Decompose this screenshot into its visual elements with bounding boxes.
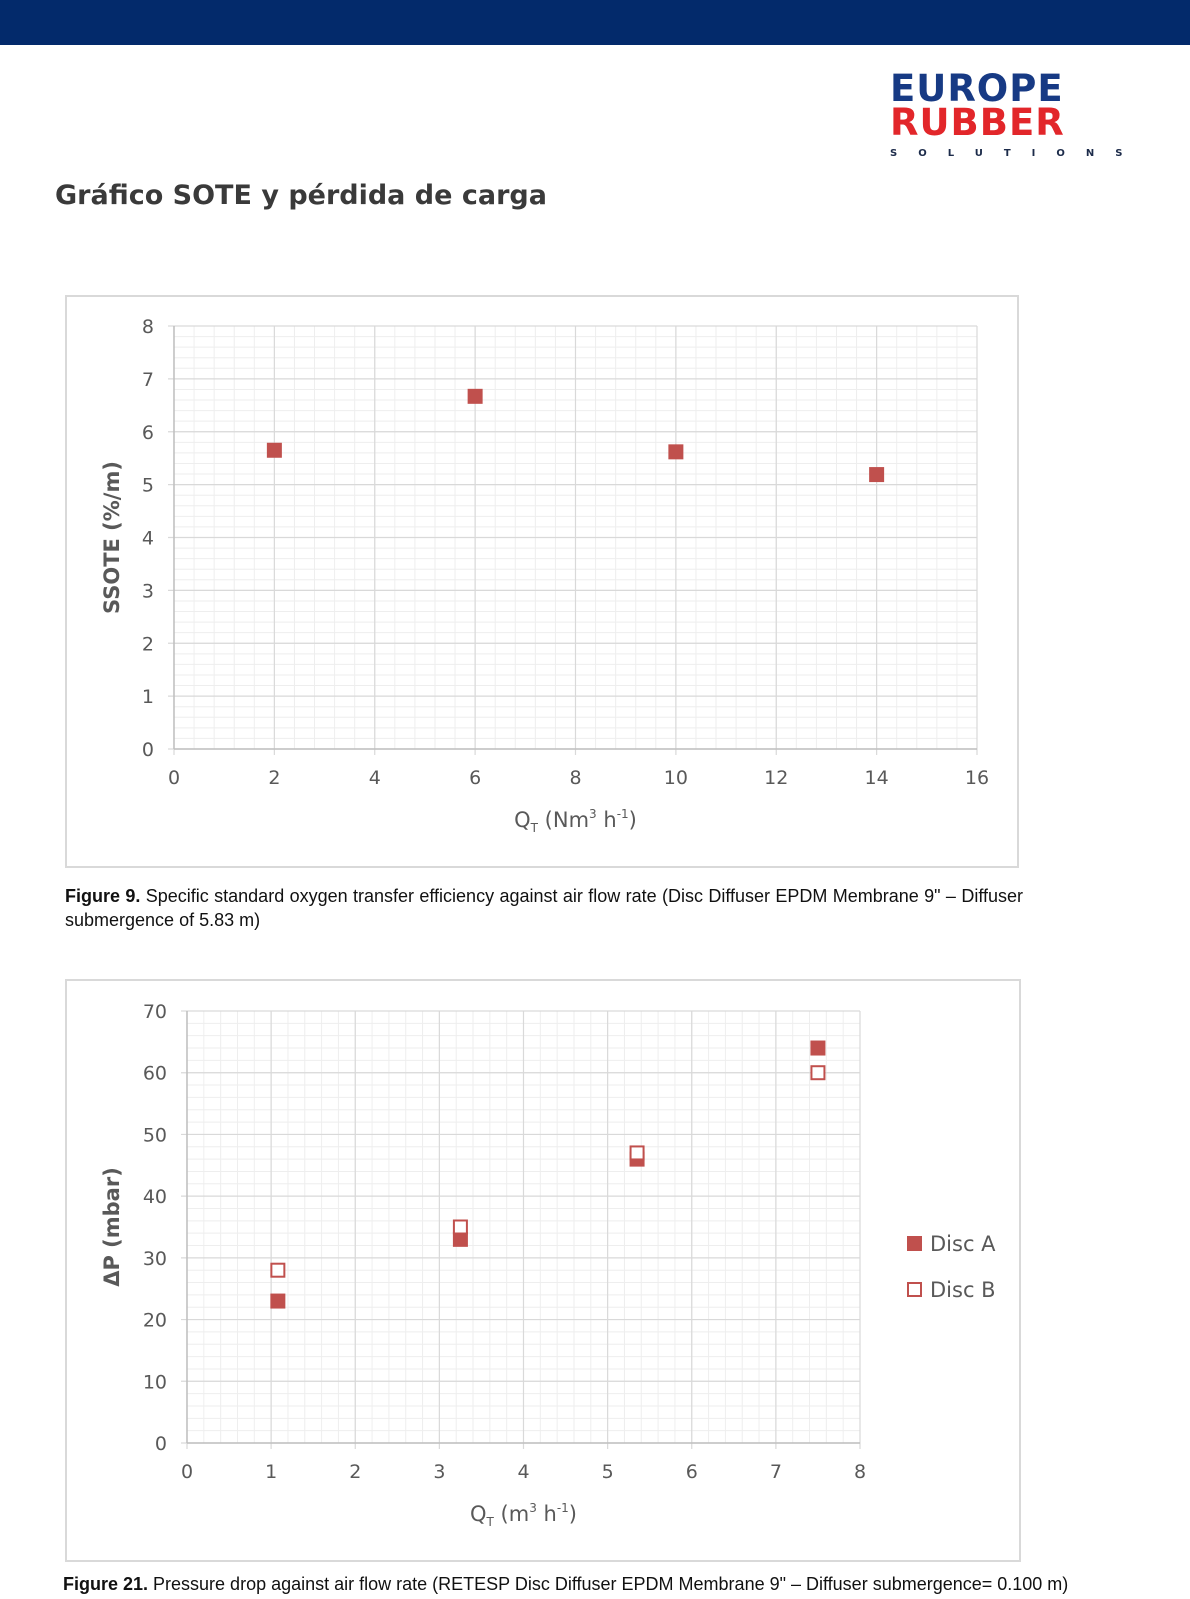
chart-frame-sote: 0 2 4 6 8 10 12 14 16 0 1 2 3 4 5 6 7 8 QT (Nm3 h-1) SSOTE … [65,295,1019,868]
y-tick-label: 5 [142,475,154,497]
point-open-square [270,1262,286,1278]
legend-label: Disc A [930,1232,996,1256]
caption-figure-9: Figure 9. Specific standard oxygen trans… [65,884,1023,932]
x-tick-label: 1 [265,1461,277,1483]
point-filled-square [467,388,483,404]
x-tick-label: 4 [369,767,381,789]
y-axis-title: ΔP (mbar) [100,1167,124,1287]
point-open-square [810,1065,826,1081]
y-tick-label: 0 [142,739,154,761]
caption-figure-21-text: Pressure drop against air flow rate (RET… [148,1574,1069,1594]
y-tick-label: 7 [142,369,154,391]
y-tick-label: 20 [143,1310,167,1332]
point-filled-square [270,1293,286,1309]
x-tick-label: 2 [349,1461,361,1483]
x-tick-label: 6 [686,1461,698,1483]
legend-marker-open [907,1282,922,1297]
x-axis-title: QT (Nm3 h-1) [514,807,637,835]
x-tick-label: 5 [602,1461,614,1483]
x-tick-label: 12 [764,767,788,789]
chart-frame-pressure: 0 1 2 3 4 5 6 7 8 0 10 20 30 40 50 60 70 QT (m3 h-1) ΔP (m… [65,979,1021,1562]
x-tick-label: 16 [965,767,989,789]
y-tick-label: 0 [155,1433,167,1455]
y-tick-label: 60 [143,1063,167,1085]
y-tick-label: 3 [142,580,154,602]
x-tick-label: 8 [854,1461,866,1483]
logo-line-3: SOLUTIONS [890,148,1144,159]
top-banner [0,0,1190,45]
y-tick-label: 10 [143,1371,167,1393]
point-filled-square [668,444,684,460]
y-tick-label: 1 [142,686,154,708]
x-tick-label: 6 [469,767,481,789]
x-tick-label: 4 [517,1461,529,1483]
x-tick-label: 8 [569,767,581,789]
x-tick-label: 0 [181,1461,193,1483]
x-tick-label: 0 [168,767,180,789]
y-tick-label: 4 [142,528,154,550]
caption-figure-9-text: Specific standard oxygen transfer effici… [65,886,1024,930]
y-axis-title: SSOTE (%/m) [100,461,124,614]
x-tick-label: 7 [770,1461,782,1483]
europe-rubber-logo: EUROPE RUBBER SOLUTIONS [890,67,1144,159]
x-tick-label: 3 [433,1461,445,1483]
y-tick-label: 70 [143,1001,167,1023]
x-tick-label: 10 [664,767,688,789]
logo-line-1: EUROPE [890,67,1064,110]
point-filled-square [810,1040,826,1056]
y-tick-label: 50 [143,1124,167,1146]
page-title: Gráfico SOTE y pérdida de carga [55,180,547,211]
x-axis-title: QT (m3 h-1) [470,1501,577,1529]
point-open-square [452,1219,468,1235]
legend-marker-filled [907,1236,922,1251]
y-tick-label: 30 [143,1248,167,1270]
legend-label: Disc B [930,1278,996,1302]
point-filled-square [266,442,282,458]
y-tick-label: 2 [142,633,154,655]
point-filled-square [452,1231,468,1247]
y-tick-label: 6 [142,422,154,444]
y-tick-label: 8 [142,316,154,338]
logo-line-2: RUBBER [890,101,1065,144]
caption-figure-9-label: Figure 9. [65,886,141,906]
caption-figure-21: Figure 21. Pressure drop against air flo… [63,1572,1068,1596]
point-filled-square [869,467,885,483]
x-tick-label: 14 [865,767,889,789]
x-tick-label: 2 [268,767,280,789]
chart-pressure-drop: 0 1 2 3 4 5 6 7 8 0 10 20 30 40 50 60 70 QT (m3 h-1) ΔP (m… [100,1001,996,1529]
caption-figure-21-label: Figure 21. [63,1574,149,1594]
point-open-square [629,1145,645,1161]
y-tick-label: 40 [143,1186,167,1208]
